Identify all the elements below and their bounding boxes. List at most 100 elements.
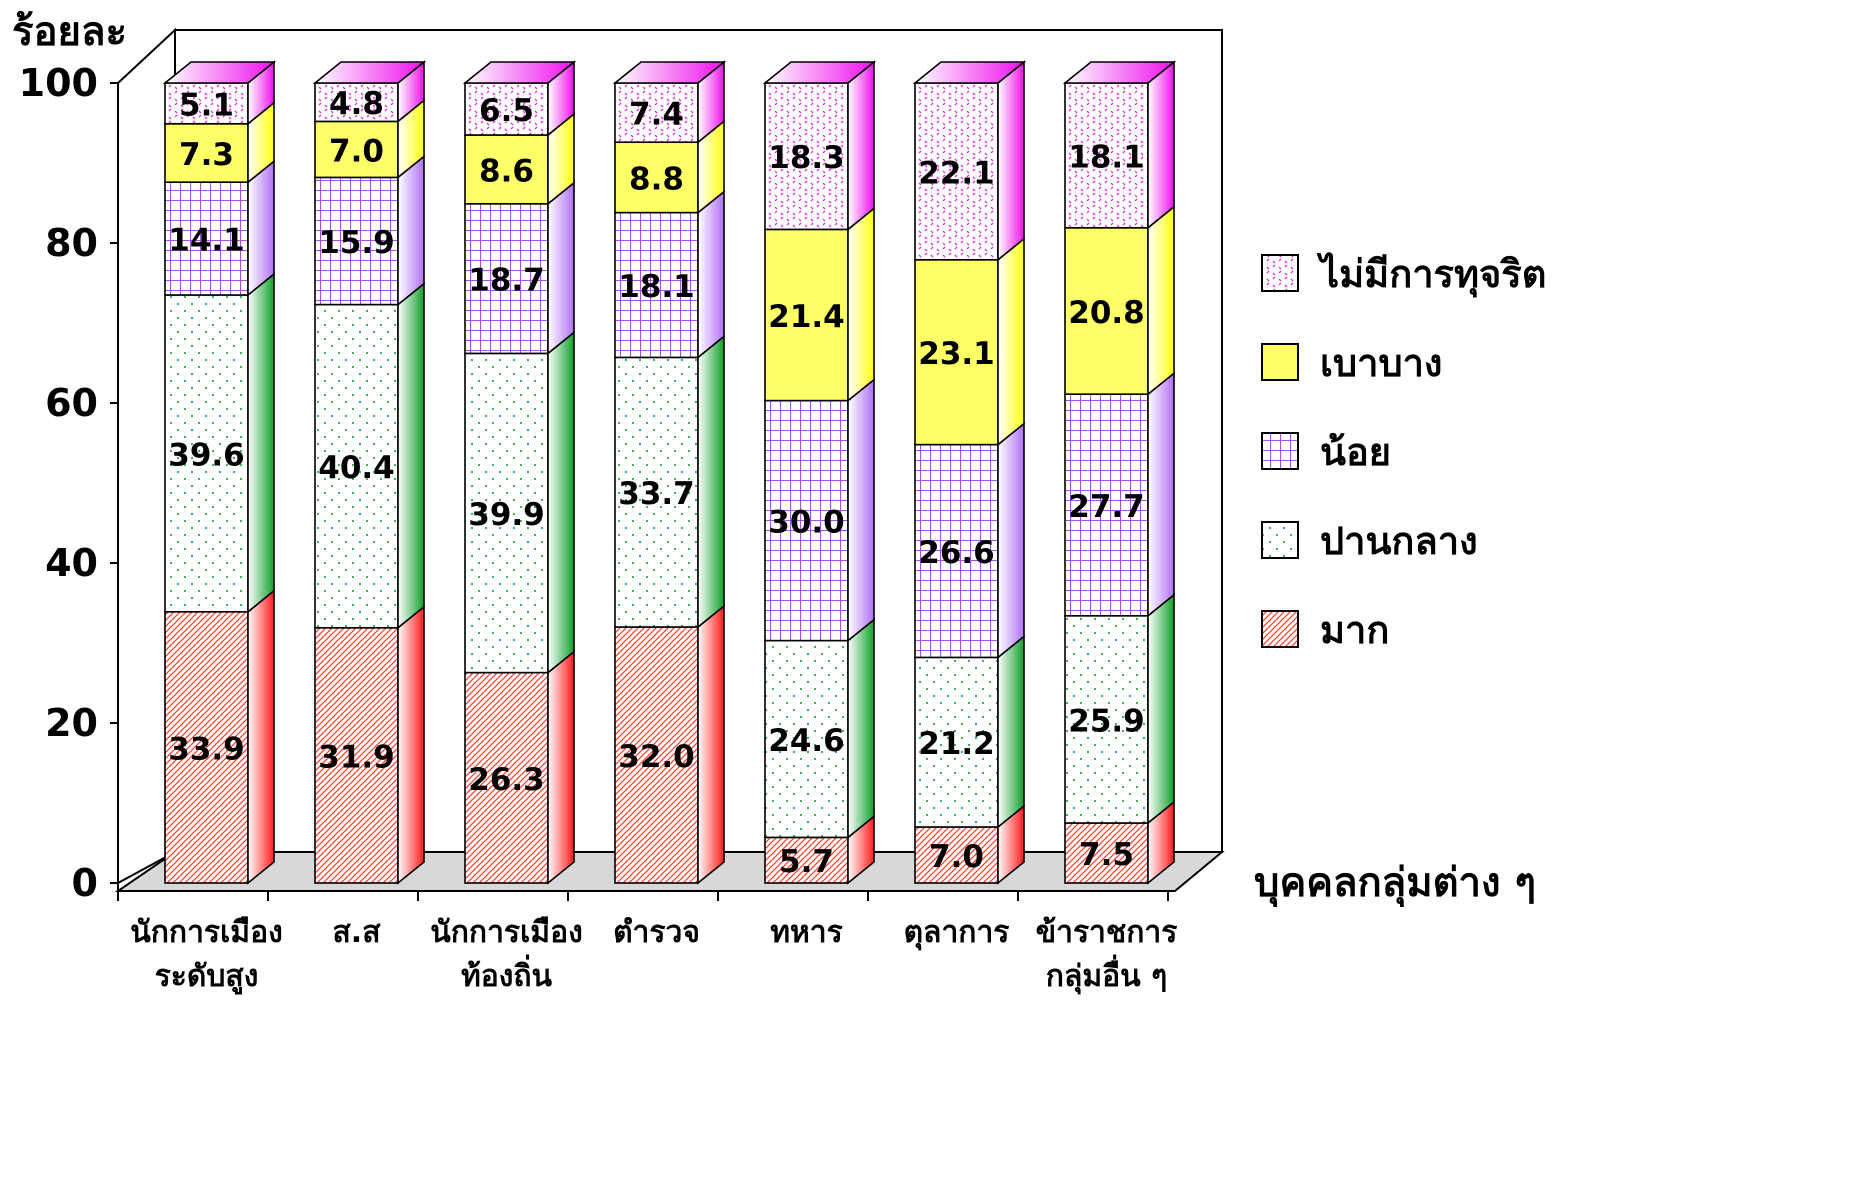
bar-segment-side bbox=[397, 154, 425, 307]
legend-swatch bbox=[1261, 521, 1299, 559]
bar-segment-side bbox=[997, 634, 1025, 829]
data-label: 32.0 bbox=[618, 739, 695, 775]
data-label: 4.8 bbox=[329, 86, 384, 122]
bar-segment-side bbox=[847, 617, 875, 840]
bar-segment-front bbox=[914, 82, 999, 261]
bar-segment-front bbox=[764, 399, 849, 642]
data-label: 5.1 bbox=[179, 87, 234, 123]
bar-top bbox=[162, 61, 277, 84]
legend-item: มาก bbox=[1261, 608, 1389, 652]
legend-label: ไม่มีการทุจริต bbox=[1316, 252, 1546, 298]
x-tick-label: นักการเมืองระดับสูง bbox=[130, 915, 283, 995]
bar-segment-front bbox=[314, 176, 399, 306]
legend-swatch bbox=[1261, 610, 1299, 648]
bars bbox=[162, 60, 1177, 885]
bar-segment-side bbox=[1147, 60, 1175, 230]
bar-top bbox=[612, 61, 727, 84]
data-label: 30.0 bbox=[768, 505, 845, 541]
y-tick-label: 20 bbox=[45, 701, 98, 745]
legend-item: เบาบาง bbox=[1261, 341, 1442, 385]
legend-label: ปานกลาง bbox=[1320, 519, 1478, 563]
bar-segment-front bbox=[1064, 82, 1149, 229]
bar-segment-front bbox=[614, 356, 699, 628]
bar-segment-front bbox=[464, 134, 549, 205]
legend-label: น้อย bbox=[1320, 430, 1391, 474]
bar-segment-side bbox=[847, 377, 875, 643]
data-label: 8.6 bbox=[479, 153, 534, 189]
data-label: 33.7 bbox=[618, 476, 695, 512]
bar-segment-front bbox=[164, 181, 249, 296]
data-label: 6.5 bbox=[479, 93, 534, 129]
data-label: 24.6 bbox=[768, 723, 845, 759]
legend-label: เบาบาง bbox=[1320, 341, 1442, 385]
x-tick-label: ตุลาการ bbox=[904, 915, 1010, 951]
bar-segment-side bbox=[697, 604, 725, 885]
data-label: 5.7 bbox=[779, 844, 834, 880]
data-label: 18.1 bbox=[1068, 139, 1145, 175]
legend-label: มาก bbox=[1320, 608, 1389, 652]
bar-segment-side bbox=[547, 330, 575, 675]
bar-segment-side bbox=[547, 649, 575, 885]
bar-segment-front bbox=[914, 656, 999, 828]
bar-segment-side bbox=[847, 60, 875, 232]
bar-segment-front bbox=[464, 352, 549, 674]
y-tick-label: 100 bbox=[19, 61, 98, 105]
y-tick-label: 80 bbox=[45, 221, 98, 265]
bar-segment-side bbox=[847, 206, 875, 403]
bar-segment-front bbox=[1064, 393, 1149, 617]
bar-segment-side bbox=[1147, 593, 1175, 825]
bar-segment-side bbox=[397, 605, 425, 885]
x-tick-label: ข้าราชการกลุ่มอื่น ๆ bbox=[1036, 915, 1178, 995]
data-label: 15.9 bbox=[318, 225, 395, 261]
x-tick-label: ส.ส bbox=[332, 915, 381, 950]
axes: ร้อยละ บุคคลกลุ่มต่าง ๆ 0 20 40 60 80 100 นักก… bbox=[12, 9, 1536, 995]
x-tick-label: นักการเมืองท้องถิ่น bbox=[430, 915, 583, 994]
bar-segment-side bbox=[697, 189, 725, 360]
y-tick-label: 40 bbox=[45, 541, 98, 585]
bar-segment-side bbox=[697, 334, 725, 629]
bar-segment-front bbox=[764, 836, 849, 884]
data-label: 7.4 bbox=[629, 97, 684, 133]
bar-segment-side bbox=[997, 421, 1025, 660]
bar-top bbox=[312, 61, 427, 84]
bar-segment-front bbox=[164, 610, 249, 884]
bar-top bbox=[1062, 61, 1177, 84]
bar-segment-front bbox=[614, 141, 699, 214]
bar-segment-side bbox=[997, 237, 1025, 447]
data-label: 33.9 bbox=[168, 731, 245, 767]
data-label: 25.9 bbox=[1068, 703, 1145, 739]
data-label: 7.0 bbox=[929, 839, 984, 875]
data-label: 7.5 bbox=[1079, 837, 1134, 873]
bar-segment-front bbox=[164, 82, 249, 125]
bar-segment-side bbox=[247, 159, 275, 297]
y-axis-title: ร้อยละ bbox=[12, 9, 127, 55]
legend-item: น้อย bbox=[1261, 430, 1391, 474]
legend-item: ปานกลาง bbox=[1261, 519, 1478, 563]
y-tick-label: 60 bbox=[45, 381, 98, 425]
x-tick-label: ตำรวจ bbox=[613, 915, 700, 950]
data-labels: 33.9 39.6 14.1 7.3 5.1 31.9 40.4 15.9 7.0 4.8 26.3… bbox=[168, 86, 1145, 880]
bar-segment-side bbox=[1147, 371, 1175, 618]
bar-segment-front bbox=[764, 639, 849, 839]
data-label: 26.6 bbox=[918, 535, 995, 571]
data-label: 18.1 bbox=[618, 269, 695, 305]
bar-segment-front bbox=[464, 671, 549, 884]
bar-segment-front bbox=[1064, 822, 1149, 884]
bar-top bbox=[762, 61, 877, 84]
data-label: 23.1 bbox=[918, 336, 995, 372]
data-label: 40.4 bbox=[318, 450, 395, 486]
x-tick-label: ทหาร bbox=[770, 915, 843, 950]
bar-segment-side bbox=[247, 272, 275, 614]
data-label: 22.1 bbox=[918, 155, 995, 191]
bar-segment-side bbox=[1147, 205, 1175, 396]
bar-segment-front bbox=[164, 294, 249, 613]
bar-segment-side bbox=[997, 60, 1025, 262]
legend-swatch bbox=[1261, 254, 1299, 292]
data-label: 7.0 bbox=[329, 133, 384, 169]
bar-segment-front bbox=[1064, 614, 1149, 824]
data-label: 18.7 bbox=[468, 263, 545, 299]
data-label: 39.6 bbox=[168, 437, 245, 473]
bar-segment-side bbox=[547, 181, 575, 356]
data-label: 8.8 bbox=[629, 161, 684, 197]
